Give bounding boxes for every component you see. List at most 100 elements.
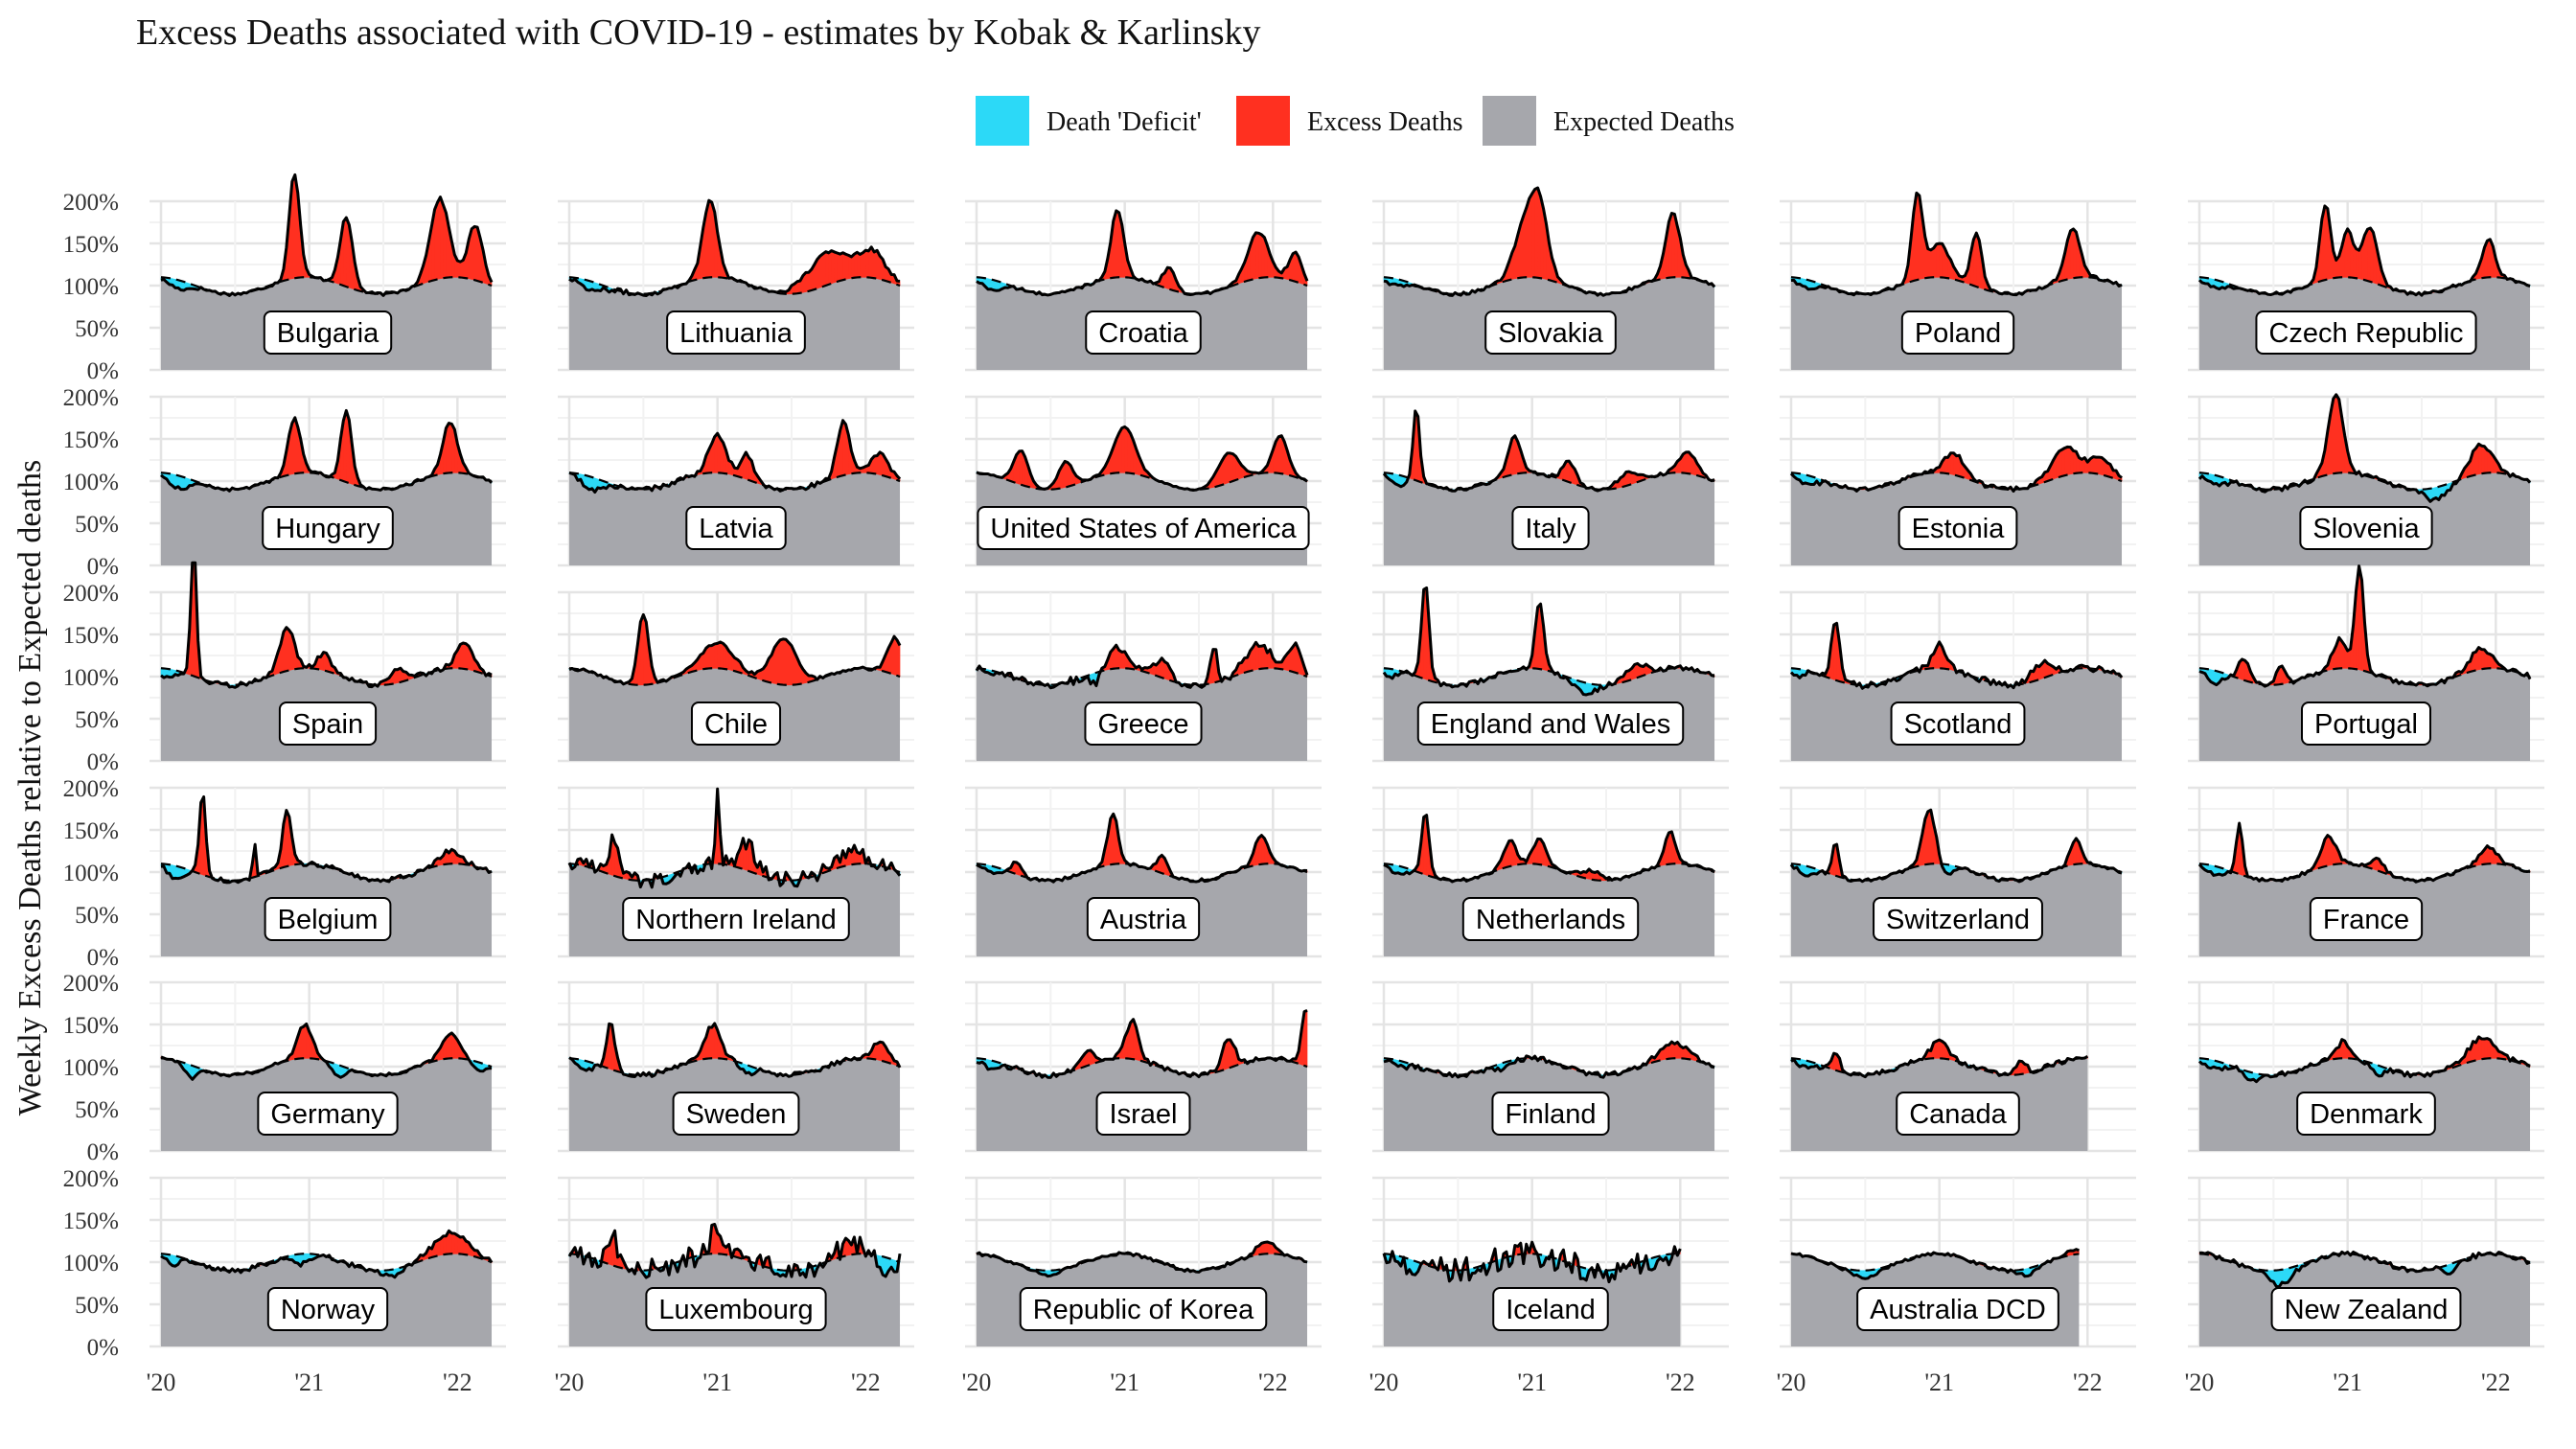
country-label-box: [266, 1287, 389, 1331]
panel-czech-republic: Czech Republic: [2188, 199, 2544, 372]
panel-sweden: Sweden: [558, 980, 914, 1153]
panel-united-states-of-america: United States of America: [965, 395, 1322, 567]
country-label-text: Netherlands: [1476, 905, 1625, 935]
country-label: Canada: [1896, 1092, 2020, 1136]
country-label-box: [263, 310, 393, 355]
country-label-box: [1873, 897, 2043, 941]
y-axis-label: Weekly Excess Deaths relative to Expecte…: [12, 460, 48, 1116]
country-label-box: [1492, 1287, 1609, 1331]
country-label: Austria: [1086, 897, 1201, 941]
country-label: France: [2309, 897, 2424, 941]
country-label-text: Scotland: [1904, 709, 2012, 740]
country-label-box: [645, 1287, 827, 1331]
x-tick-label: '22: [2481, 1368, 2511, 1396]
country-label: United States of America: [977, 506, 1310, 550]
country-label-text: New Zealand: [2285, 1295, 2449, 1325]
x-tick-label: '22: [1258, 1368, 1288, 1396]
observed-deaths-line: [975, 640, 1309, 690]
country-label-box: [1461, 897, 1640, 941]
panels: 0% 50% 100% 150% 200% Bulgaria Lithuania Croati…: [63, 172, 2544, 1396]
observed-deaths-line: [1789, 621, 2124, 690]
y-tick-label: 200%: [63, 190, 119, 216]
observed-deaths-line: [1790, 1038, 2089, 1079]
observed-deaths-line: [2198, 564, 2532, 688]
x-tick-label: '20: [1369, 1368, 1399, 1396]
panel-slovenia: Slovenia: [2188, 393, 2544, 567]
country-label-text: Bulgaria: [277, 318, 380, 349]
panel-italy: Italy: [1372, 395, 1729, 567]
panel-hungary: 0% 50% 100% 150% 200% Hungary: [63, 385, 506, 580]
country-label-box: [2299, 506, 2433, 550]
observed-deaths-line: [568, 612, 902, 686]
country-label-box: [1900, 310, 2015, 355]
panel-belgium: 0% 50% 100% 150% 200% Belgium: [63, 776, 506, 971]
chart-title: Excess Deaths associated with COVID-19 -…: [136, 12, 1261, 53]
y-tick-label: 50%: [75, 512, 119, 538]
y-tick-label: 150%: [63, 1013, 119, 1039]
country-label-box: [2300, 702, 2432, 746]
x-tick-label: '20: [555, 1368, 585, 1396]
panel-spain: 0% 50% 100% 150% 200% Spain: [63, 561, 506, 775]
country-label-box: [1095, 1092, 1191, 1136]
expected-deaths-line: [976, 472, 1308, 491]
expected-deaths-line: [1383, 1253, 1681, 1272]
country-label-text: Israel: [1110, 1099, 1178, 1130]
y-tick-label: 150%: [63, 818, 119, 844]
x-tick-label: '21: [1110, 1368, 1139, 1396]
x-tick-label: '21: [2333, 1368, 2362, 1396]
country-label-box: [278, 702, 378, 746]
country-label-box: [1084, 702, 1203, 746]
y-tick-label: 200%: [63, 385, 119, 411]
country-label-box: [1086, 897, 1201, 941]
observed-deaths-line: [1383, 1040, 1715, 1079]
country-label-text: Italy: [1525, 514, 1576, 544]
x-tick-label: '21: [294, 1368, 324, 1396]
panel-lithuania: Lithuania: [558, 198, 914, 372]
country-label-text: Luxembourg: [658, 1295, 813, 1325]
country-label-box: [1491, 1092, 1610, 1136]
country-label-text: Slovakia: [1498, 318, 1603, 349]
country-label: New Zealand: [2270, 1287, 2462, 1331]
observed-deaths-line: [568, 419, 902, 494]
country-label-box: [2270, 1287, 2462, 1331]
country-label: Hungary: [262, 506, 394, 550]
x-tick-label: '22: [851, 1368, 881, 1396]
y-tick-label: 150%: [63, 623, 119, 649]
y-tick-label: 150%: [63, 232, 119, 258]
country-label-text: Portugal: [2314, 709, 2418, 740]
observed-deaths-line: [567, 1222, 902, 1279]
country-label-box: [1511, 506, 1590, 550]
observed-deaths-line: [160, 794, 493, 885]
country-label-text: Belgium: [278, 905, 379, 935]
country-label-box: [1085, 310, 1202, 355]
expected-deaths-line: [568, 472, 901, 491]
y-tick-label: 100%: [63, 1055, 119, 1081]
country-label-box: [1484, 310, 1617, 355]
observed-deaths-line: [1382, 1240, 1682, 1284]
expected-deaths-line: [1383, 276, 1715, 295]
country-label: Germany: [257, 1092, 399, 1136]
expected-deaths-line: [2198, 1057, 2531, 1076]
panel-england-and-wales: England and Wales: [1372, 586, 1729, 763]
country-label-box: [672, 1092, 800, 1136]
country-label: Finland: [1491, 1092, 1610, 1136]
observed-deaths-line: [567, 787, 902, 889]
expected-deaths-line: [1790, 276, 2123, 295]
expected-deaths-line: [1383, 862, 1715, 882]
panel-denmark: Denmark: [2188, 980, 2544, 1153]
panel-croatia: Croatia: [965, 199, 1322, 372]
country-label: Northern Ireland: [622, 897, 850, 941]
country-label: Norway: [266, 1287, 389, 1331]
y-tick-label: 200%: [63, 581, 119, 607]
observed-deaths-line: [976, 425, 1308, 492]
panel-norway: 0% 50% 100% 150% 200% '20 '21 '22 Norway: [63, 1166, 506, 1396]
observed-deaths-line: [1789, 808, 2123, 884]
country-label-box: [262, 506, 394, 550]
observed-deaths-line: [160, 1229, 494, 1279]
observed-deaths-line: [1789, 445, 2123, 494]
y-tick-label: 0%: [87, 1139, 119, 1165]
country-label: Bulgaria: [263, 310, 393, 355]
country-label-text: England and Wales: [1431, 709, 1670, 740]
